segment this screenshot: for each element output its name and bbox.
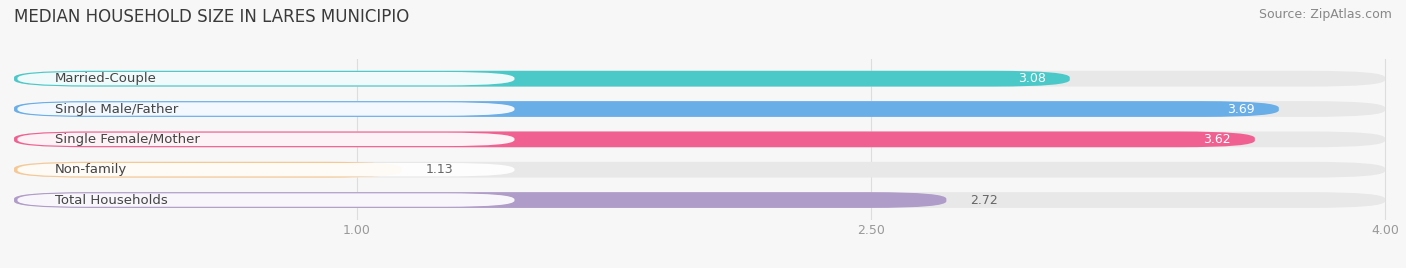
FancyBboxPatch shape [17,133,515,146]
FancyBboxPatch shape [14,162,1385,178]
Text: Single Female/Mother: Single Female/Mother [55,133,200,146]
Text: 3.62: 3.62 [1204,133,1230,146]
Text: 2.72: 2.72 [970,193,998,207]
Text: Married-Couple: Married-Couple [55,72,157,85]
FancyBboxPatch shape [14,101,1279,117]
Text: 3.08: 3.08 [1018,72,1046,85]
FancyBboxPatch shape [17,193,515,207]
FancyBboxPatch shape [14,132,1254,147]
Text: Total Households: Total Households [55,193,167,207]
Text: 1.13: 1.13 [426,163,453,176]
FancyBboxPatch shape [14,101,1385,117]
FancyBboxPatch shape [17,72,515,85]
Text: 3.69: 3.69 [1227,103,1254,116]
Text: Single Male/Father: Single Male/Father [55,103,179,116]
FancyBboxPatch shape [14,192,1385,208]
FancyBboxPatch shape [14,71,1070,87]
FancyBboxPatch shape [14,162,401,178]
Text: Source: ZipAtlas.com: Source: ZipAtlas.com [1258,8,1392,21]
FancyBboxPatch shape [14,71,1385,87]
Text: Non-family: Non-family [55,163,128,176]
Text: MEDIAN HOUSEHOLD SIZE IN LARES MUNICIPIO: MEDIAN HOUSEHOLD SIZE IN LARES MUNICIPIO [14,8,409,26]
FancyBboxPatch shape [14,192,946,208]
FancyBboxPatch shape [17,163,515,176]
FancyBboxPatch shape [17,102,515,116]
FancyBboxPatch shape [14,132,1385,147]
